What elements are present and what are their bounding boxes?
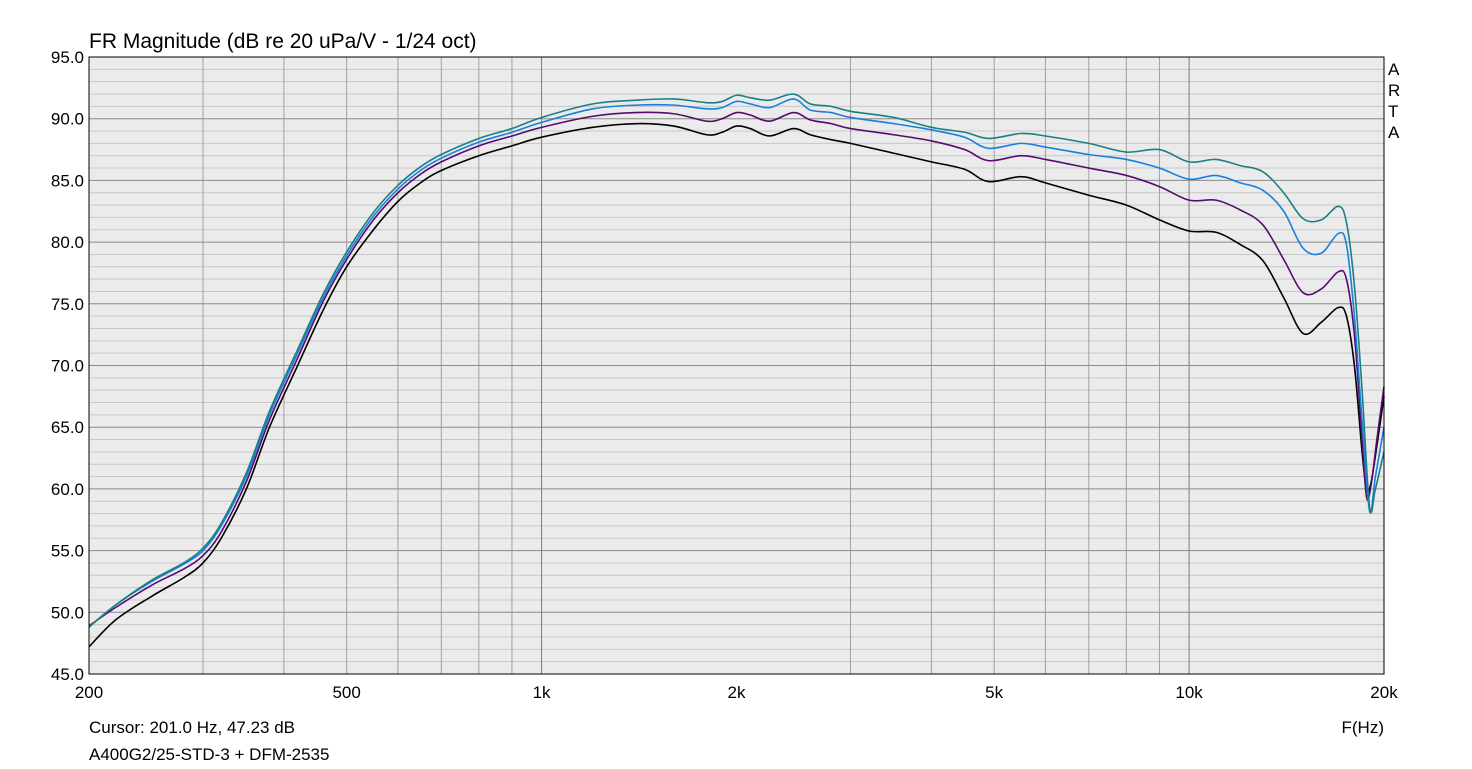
y-axis-ticks: 45.0 50.0 55.0 60.0 65.0 70.0 75.0 80.0 85.0 90.0… <box>51 48 84 684</box>
y-tick-label: 85.0 <box>51 171 84 190</box>
plot-frame <box>88 56 1385 675</box>
y-tick-label: 65.0 <box>51 418 84 437</box>
series-line <box>88 122 1385 648</box>
y-tick-label: 55.0 <box>51 542 84 561</box>
x-axis-label: F(Hz) <box>1342 718 1384 737</box>
series-line <box>88 111 1385 627</box>
watermark-letter: A <box>1388 60 1400 79</box>
series-line <box>88 93 1385 628</box>
cursor-readout: Cursor: 201.0 Hz, 47.23 dB <box>89 718 295 737</box>
y-tick-label: 95.0 <box>51 48 84 67</box>
major-grid <box>89 56 1384 675</box>
measurement-caption: A400G2/25-STD-3 + DFM-2535 <box>89 745 329 764</box>
y-tick-label: 70.0 <box>51 357 84 376</box>
x-tick-label: 200 <box>75 683 103 702</box>
watermark-letter: T <box>1388 102 1398 121</box>
y-tick-label: 45.0 <box>51 665 84 684</box>
x-tick-label: 500 <box>332 683 360 702</box>
x-tick-label: 1k <box>533 683 551 702</box>
chart-title: FR Magnitude (dB re 20 uPa/V - 1/24 oct) <box>89 30 477 53</box>
y-tick-label: 90.0 <box>51 110 84 129</box>
series-line <box>88 98 1385 628</box>
minor-grid <box>89 57 1384 674</box>
watermark-letter: A <box>1388 123 1400 142</box>
x-tick-label: 10k <box>1175 683 1203 702</box>
series-lines <box>88 93 1385 648</box>
watermark-letter: R <box>1388 81 1400 100</box>
x-tick-label: 5k <box>985 683 1003 702</box>
y-tick-label: 80.0 <box>51 233 84 252</box>
x-tick-label: 2k <box>728 683 746 702</box>
x-axis-ticks: 200 500 1k 2k 5k 10k 20k <box>75 683 1398 702</box>
y-tick-label: 75.0 <box>51 295 84 314</box>
x-tick-label: 20k <box>1370 683 1398 702</box>
y-tick-label: 60.0 <box>51 480 84 499</box>
y-tick-label: 50.0 <box>51 603 84 622</box>
